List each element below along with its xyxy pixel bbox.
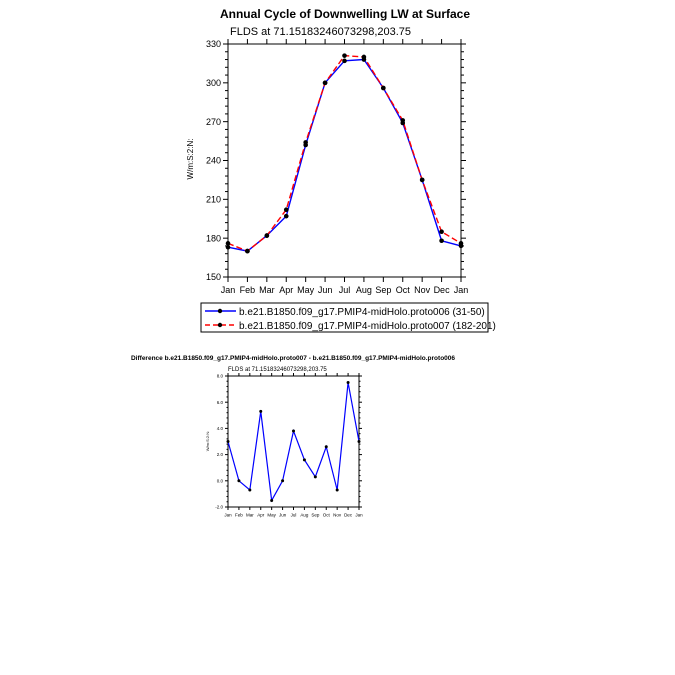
series-1-point [335, 488, 339, 492]
series-2-point [439, 229, 444, 234]
series-1-point [439, 238, 444, 244]
y-tick-label: 270 [206, 117, 221, 127]
series-2-point [225, 241, 231, 246]
series-1-point [259, 409, 263, 413]
series-1-point [302, 458, 306, 462]
chart1-subtitle: FLDS at 71.15183246073298,203.75 [230, 26, 411, 38]
x-tick-label: Jun [279, 513, 287, 518]
series-2-point [303, 140, 308, 145]
chart2-title: Difference b.e21.B1850.f09_g17.PMIP4-mid… [131, 355, 455, 362]
x-tick-label: Mar [259, 285, 275, 295]
y-tick-label: 210 [206, 194, 221, 204]
x-tick-label: Mar [246, 513, 254, 518]
series-2-point [458, 241, 464, 246]
series-2-point [322, 80, 328, 86]
y-tick-label: 2.0 [217, 452, 224, 457]
series-2-point [283, 207, 289, 212]
y-tick-label: 150 [206, 272, 221, 282]
series-1-point [225, 244, 231, 250]
y-tick-label: 8.0 [217, 374, 224, 379]
x-tick-label: May [267, 513, 276, 518]
x-tick-label: Dec [344, 513, 353, 518]
x-tick-label: Jan [454, 285, 469, 295]
x-tick-label: Nov [333, 513, 342, 518]
x-tick-label: Jan [355, 513, 363, 518]
series-1-point [357, 440, 361, 443]
series-line-2 [227, 54, 462, 252]
chart2-subtitle: FLDS at 71.15183246073298,203.75 [228, 367, 327, 373]
x-tick-label: Aug [300, 513, 309, 518]
x-tick-label: Apr [279, 285, 293, 295]
series-2-point [419, 177, 425, 183]
series-2-point [400, 118, 406, 123]
series-line-1 [227, 382, 360, 503]
x-tick-label: Feb [235, 513, 243, 518]
series-2-point [342, 53, 347, 58]
series-1-point [270, 498, 274, 502]
x-tick-label: Jan [224, 513, 232, 518]
y-tick-label: 240 [206, 156, 221, 166]
series-1-point [342, 58, 347, 64]
series-1-point [237, 479, 241, 483]
x-tick-label: Jul [291, 513, 297, 518]
legend-label-series-2: b.e21.B1850.f09_g17.PMIP4-midHolo.proto0… [239, 321, 496, 332]
series-1-point [283, 213, 289, 219]
y-tick-label: 0.0 [217, 478, 224, 483]
series-2-point [361, 54, 367, 60]
x-tick-label: Jan [221, 285, 236, 295]
x-tick-label: Jul [339, 285, 351, 295]
series-1-point [346, 381, 350, 385]
x-tick-label: Sep [311, 513, 320, 518]
x-tick-label: May [297, 285, 315, 295]
x-tick-label: Jun [318, 285, 333, 295]
x-tick-label: Oct [396, 285, 411, 295]
chart2-y-axis-label: W/m:S:2:N: [205, 431, 210, 451]
chart1-title: Annual Cycle of Downwelling LW at Surfac… [220, 7, 470, 21]
series-1-point [313, 475, 317, 479]
legend-label-series-1: b.e21.B1850.f09_g17.PMIP4-midHolo.proto0… [239, 307, 485, 318]
series-line-1 [227, 58, 462, 252]
x-tick-label: Dec [434, 285, 451, 295]
legend-marker-series-1 [217, 308, 223, 314]
x-tick-label: Aug [356, 285, 372, 295]
y-tick-label: 330 [206, 39, 221, 49]
series-2-point [264, 233, 270, 238]
y-tick-label: 300 [206, 78, 221, 88]
chart1-y-axis-label: W/m:S:2:N: [186, 139, 195, 180]
series-1-point [292, 429, 295, 433]
series-1-point [248, 488, 252, 492]
y-tick-label: 4.0 [217, 426, 224, 431]
x-tick-label: Sep [375, 285, 391, 295]
y-tick-label: -2.0 [215, 505, 223, 510]
x-tick-label: Oct [323, 513, 331, 518]
chart1-plot-frame [227, 43, 462, 278]
x-tick-label: Nov [414, 285, 431, 295]
series-1-point [281, 479, 285, 483]
chart1-series-layer [225, 53, 464, 254]
series-1-point [324, 445, 328, 449]
series-2-point [245, 248, 250, 254]
y-tick-label: 180 [206, 233, 221, 243]
x-tick-label: Feb [240, 285, 256, 295]
chart1-legend [200, 302, 489, 333]
series-1-point [226, 440, 230, 443]
chart2-plot-frame [227, 375, 360, 508]
chart1-ticks: 150 180 210 240 270 300 330 Jan Feb Mar Apr May Jun J… [206, 39, 468, 295]
x-tick-label: Apr [257, 513, 265, 518]
legend-marker-series-2 [217, 322, 223, 328]
chart2-series-layer [226, 381, 361, 503]
series-2-point [381, 85, 386, 91]
y-tick-label: 6.0 [217, 400, 224, 405]
